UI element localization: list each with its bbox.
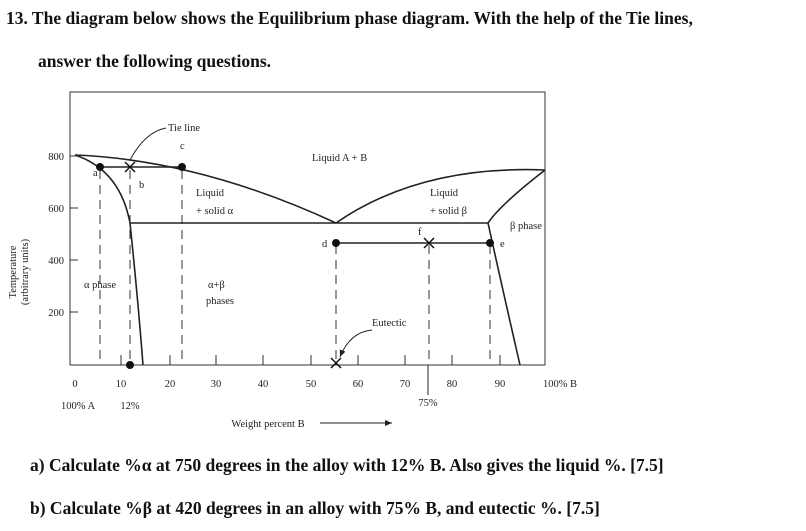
point-label: d: [322, 239, 328, 250]
x-tick-label: 20: [165, 379, 176, 390]
point-label: b: [139, 180, 144, 191]
x-tick-label: 50: [306, 379, 317, 390]
point-label: e: [500, 239, 505, 250]
region-label: + solid α: [196, 206, 234, 217]
annotation: Eutectic: [372, 318, 407, 329]
region-label: β phase: [510, 221, 542, 232]
region-label: + solid β: [430, 206, 467, 217]
question-part: a) Calculate %α at 750 degrees in the al…: [30, 455, 664, 475]
x-sub-label: 75%: [418, 398, 438, 409]
region-label: Liquid: [196, 188, 225, 199]
guide-lines: [99, 170, 491, 365]
y-tick-label: 200: [48, 308, 64, 319]
phase-diagram: 800 600 400 200 0 10 20 30 40 50 60 70 8…: [8, 91, 577, 430]
region-label: α+β: [208, 280, 225, 291]
phase-boundaries: [74, 154, 546, 366]
frame: [69, 91, 546, 366]
y-axis-title: (arbitrary units): [20, 238, 31, 305]
y-tick-label: 400: [48, 256, 64, 267]
question-line: answer the following questions.: [38, 51, 271, 71]
question-part: b) Calculate %β at 420 degrees in an all…: [30, 498, 600, 518]
x-sub-label: 12%: [120, 401, 140, 412]
region-label: Liquid: [430, 188, 459, 199]
point-label: f: [418, 227, 422, 238]
points: [96, 161, 494, 369]
ticks: [70, 155, 501, 365]
region-label: α phase: [84, 280, 116, 291]
region-label: phases: [206, 296, 234, 307]
question-line: 13. The diagram below shows the Equilibr…: [6, 8, 693, 28]
x-tick-label: 60: [353, 379, 364, 390]
x-tick-label: 30: [211, 379, 222, 390]
leader: [129, 127, 167, 161]
x-tick-label: 40: [258, 379, 269, 390]
y-axis-title: Temperature: [8, 245, 19, 298]
x-tick-label: 10: [116, 379, 127, 390]
leader: [339, 329, 373, 358]
point-label: c: [180, 141, 185, 152]
x-tick-label: 70: [400, 379, 411, 390]
x-tick-label: 100% B: [543, 379, 577, 390]
y-tick-label: 600: [48, 204, 64, 215]
y-tick-label: 800: [48, 152, 64, 163]
x-tick-label: 0: [72, 379, 77, 390]
annotation: Tie line: [168, 123, 200, 134]
x-tick-label: 80: [447, 379, 458, 390]
x-tick-label: 90: [495, 379, 506, 390]
x-sub-label: 100% A: [61, 401, 96, 412]
x-axis-title: Weight percent B: [231, 419, 304, 430]
point-label: a: [93, 168, 98, 179]
region-label: Liquid A + B: [312, 153, 367, 164]
